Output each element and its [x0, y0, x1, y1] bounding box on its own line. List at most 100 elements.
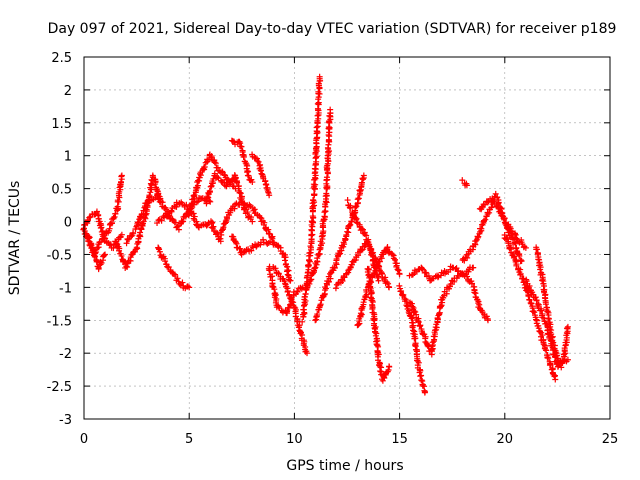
series-trace: [270, 264, 311, 357]
data-point: [193, 199, 200, 206]
data-point: [146, 192, 153, 199]
data-point: [312, 317, 319, 324]
data-point: [249, 179, 256, 186]
data-point: [360, 299, 367, 306]
data-point: [400, 291, 407, 298]
data-point: [481, 217, 488, 224]
data-point: [212, 160, 219, 167]
data-point: [374, 274, 381, 281]
data-point: [394, 266, 401, 273]
data-point: [86, 214, 93, 221]
data-point: [275, 303, 282, 310]
data-point: [286, 291, 293, 298]
data-point: [348, 218, 355, 225]
data-point: [254, 157, 261, 164]
data-point: [398, 288, 405, 295]
x-tick-label: 0: [80, 432, 88, 447]
data-point: [124, 236, 131, 243]
data-point: [307, 243, 314, 250]
data-point: [217, 238, 224, 245]
data-point: [244, 169, 251, 176]
data-point: [315, 99, 322, 106]
data-point: [532, 316, 539, 323]
data-point: [492, 190, 499, 197]
data-point: [98, 259, 105, 266]
data-point: [310, 197, 317, 204]
data-point: [272, 265, 279, 272]
data-point: [228, 177, 235, 184]
data-point: [112, 210, 119, 217]
data-point: [269, 235, 276, 242]
data-point: [269, 282, 276, 289]
data-point: [531, 309, 538, 316]
data-point: [311, 265, 318, 272]
chart-title: Day 097 of 2021, Sidereal Day-to-day VTE…: [48, 21, 617, 37]
data-point: [210, 223, 217, 230]
data-point: [417, 373, 424, 380]
x-axis-label: GPS time / hours: [286, 458, 403, 474]
data-point: [428, 346, 435, 353]
data-point: [308, 218, 315, 225]
series-trace: [203, 170, 256, 225]
data-point: [118, 231, 125, 238]
data-point: [459, 177, 466, 184]
data-point: [423, 269, 430, 276]
data-point: [384, 244, 391, 251]
data-points: [80, 73, 571, 396]
data-point: [207, 198, 214, 205]
series-trace: [112, 172, 163, 271]
series-trace: [217, 199, 294, 284]
data-point: [130, 229, 137, 236]
data-point: [429, 339, 436, 346]
data-point: [540, 341, 547, 348]
data-point: [544, 354, 551, 361]
data-point: [201, 163, 208, 170]
data-point: [368, 251, 375, 258]
data-point: [522, 244, 529, 251]
y-tick-label: -0.5: [47, 248, 72, 263]
plot-frame: [83, 56, 611, 420]
data-point: [475, 298, 482, 305]
data-point: [505, 240, 512, 247]
y-tick-label: 2: [64, 84, 72, 99]
data-point: [552, 376, 559, 383]
data-point: [135, 219, 142, 226]
data-point: [224, 215, 231, 222]
data-point: [240, 153, 247, 160]
data-point: [563, 325, 570, 332]
data-point: [301, 293, 308, 300]
data-point: [95, 266, 102, 273]
data-point: [355, 321, 362, 328]
series-trace: [501, 232, 559, 383]
data-point: [158, 217, 165, 224]
data-point: [211, 159, 218, 166]
data-point: [354, 196, 361, 203]
data-point: [523, 278, 530, 285]
data-point: [163, 261, 170, 268]
x-tick-label: 5: [185, 432, 193, 447]
data-point: [364, 238, 371, 245]
data-point: [162, 258, 169, 265]
data-point: [222, 218, 229, 225]
data-point: [174, 275, 181, 282]
data-point: [526, 297, 533, 304]
data-point: [312, 150, 319, 157]
series-trace: [155, 244, 193, 292]
x-tick-label: 25: [602, 432, 619, 447]
data-point: [533, 297, 540, 304]
data-point: [314, 255, 321, 262]
series-trace: [476, 190, 525, 265]
data-point: [190, 192, 197, 199]
data-point: [518, 258, 525, 265]
y-tick-label: -1.5: [47, 314, 72, 329]
data-point: [478, 225, 485, 232]
data-point: [128, 233, 135, 240]
data-point: [495, 200, 502, 207]
data-point: [284, 268, 291, 275]
data-point: [299, 318, 306, 325]
data-point: [417, 367, 424, 374]
data-point: [542, 347, 549, 354]
data-point: [268, 234, 275, 241]
data-point: [240, 249, 247, 256]
y-tick-label: -2.5: [47, 380, 72, 395]
